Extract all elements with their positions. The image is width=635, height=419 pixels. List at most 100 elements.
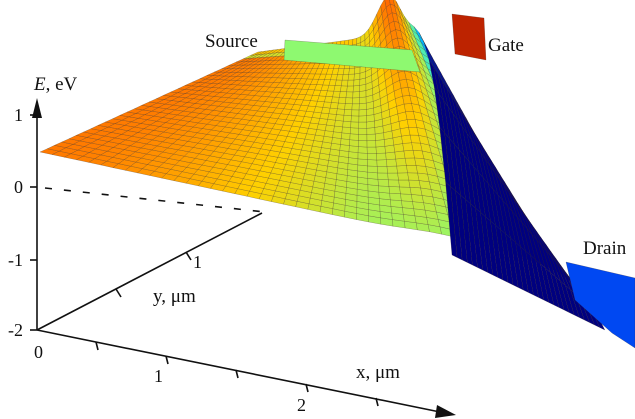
surface-facet-491 bbox=[403, 150, 415, 159]
surface-facet-349 bbox=[367, 171, 379, 180]
e-axis-arrowhead bbox=[32, 98, 42, 118]
surface-facet-303 bbox=[367, 178, 379, 186]
surface-facet-849 bbox=[322, 101, 332, 109]
surface-facet-444 bbox=[395, 158, 407, 167]
energy-surface bbox=[39, 0, 635, 349]
surface-facet-803 bbox=[321, 107, 331, 114]
surface-facet-944 bbox=[345, 91, 354, 99]
surface-facet-899 bbox=[352, 97, 360, 104]
surface-facet-942 bbox=[332, 91, 341, 98]
surface-facet-1365 bbox=[380, 0, 387, 15]
surface-facet-214 bbox=[400, 193, 413, 202]
surface-facet-307 bbox=[408, 179, 421, 189]
surface-facet-760 bbox=[343, 115, 352, 122]
e-tick-label-minus1: -1 bbox=[8, 250, 23, 270]
surface-facet-1366 bbox=[384, 0, 391, 8]
surface-facet-761 bbox=[350, 115, 360, 123]
x-tick-label-2: 2 bbox=[297, 395, 306, 415]
axes bbox=[30, 98, 456, 418]
surface-facet-350 bbox=[377, 172, 389, 180]
e-tick-label-1: 1 bbox=[14, 105, 23, 125]
x-axis-arrowhead bbox=[435, 405, 456, 418]
surface-facet-668 bbox=[341, 126, 351, 134]
surface-facet-990 bbox=[346, 85, 354, 93]
surface-facet-537 bbox=[402, 142, 414, 152]
drain-plate bbox=[565, 261, 635, 349]
surface-facet-716 bbox=[358, 121, 367, 129]
surface-facet-805 bbox=[336, 108, 345, 116]
surface-facet-711 bbox=[318, 118, 328, 126]
surface-facet-353 bbox=[407, 172, 420, 181]
surface-facet-851 bbox=[337, 102, 346, 110]
e-tick-label-0: 0 bbox=[14, 177, 23, 197]
surface-facet-762 bbox=[358, 115, 367, 123]
surface-facet-398 bbox=[396, 165, 408, 174]
surface-facet-1035 bbox=[341, 79, 349, 87]
surface-facet-261 bbox=[409, 187, 423, 196]
surface-facet-943 bbox=[339, 91, 347, 98]
surface-facet-717 bbox=[366, 120, 375, 129]
labels: E, eV 1 0 -1 -2 0 1 2 x, μm 1 y, μm Sour… bbox=[8, 31, 627, 415]
surface-facet-757 bbox=[319, 112, 330, 120]
surface-facet-533 bbox=[366, 146, 377, 154]
surface-facet-853 bbox=[351, 103, 360, 111]
surface-facet-806 bbox=[343, 109, 353, 116]
surface-facet-169 bbox=[412, 201, 426, 211]
y-axis-line bbox=[36, 212, 263, 331]
y-tick-1 bbox=[185, 251, 192, 261]
surface-facet-715 bbox=[350, 121, 359, 129]
surface-facet-1082 bbox=[347, 73, 355, 81]
surface-facet-713 bbox=[334, 120, 344, 128]
surface-facet-440 bbox=[357, 158, 368, 167]
surface-facet-212 bbox=[378, 192, 391, 200]
surface-facet-532 bbox=[357, 146, 368, 154]
surface-facet-714 bbox=[342, 120, 352, 128]
surface-facet-945 bbox=[352, 91, 360, 99]
surface-facet-1128 bbox=[348, 67, 355, 75]
surface-facet-397 bbox=[386, 165, 398, 174]
surface-facet-215 bbox=[411, 194, 424, 203]
y-tick-minor-a bbox=[115, 288, 122, 298]
surface-facet-577 bbox=[349, 139, 359, 147]
surface-facet-623 bbox=[349, 133, 359, 141]
surface-facet-578 bbox=[358, 140, 368, 148]
y-tick-label-1: 1 bbox=[193, 252, 202, 272]
x-tick-minor-b bbox=[235, 369, 239, 379]
x-tick-label-1: 1 bbox=[154, 366, 163, 386]
surface-facet-850 bbox=[329, 102, 339, 109]
surface-facet-258 bbox=[378, 185, 390, 194]
surface-facet-988 bbox=[333, 85, 342, 92]
surface-facet-394 bbox=[357, 164, 368, 173]
surface-facet-1081 bbox=[341, 74, 349, 81]
surface-facet-580 bbox=[375, 139, 386, 148]
surface-facet-808 bbox=[358, 109, 367, 117]
x-axis-line bbox=[36, 329, 441, 413]
surface-facet-305 bbox=[388, 179, 400, 188]
surface-facet-445 bbox=[404, 157, 417, 166]
surface-facet-667 bbox=[333, 125, 343, 133]
surface-facet-991 bbox=[352, 85, 360, 93]
surface-facet-304 bbox=[377, 179, 390, 187]
surface-facet-1358 bbox=[352, 37, 358, 46]
surface-facet-1036 bbox=[347, 79, 355, 87]
surface-facet-441 bbox=[367, 159, 378, 167]
surface-facet-898 bbox=[345, 97, 353, 104]
x-tick-label-0: 0 bbox=[34, 342, 43, 362]
surface-facet-895 bbox=[324, 96, 333, 103]
surface-facet-1379 bbox=[445, 181, 458, 258]
region-label-gate: Gate bbox=[488, 35, 524, 56]
source-terrace-wall bbox=[283, 39, 421, 73]
surface-facet-624 bbox=[358, 134, 368, 141]
surface-facet-487 bbox=[367, 153, 377, 161]
surface-facet-900 bbox=[359, 96, 367, 104]
surface-facet-671 bbox=[366, 127, 376, 135]
surface-facet-352 bbox=[397, 172, 410, 181]
surface-facet-669 bbox=[350, 127, 359, 135]
e-tick-label-minus2: -2 bbox=[8, 320, 23, 340]
surface-facet-583 bbox=[401, 134, 412, 144]
region-label-source: Source bbox=[205, 31, 258, 52]
surface-facet-579 bbox=[366, 140, 377, 148]
surface-facet-1034 bbox=[334, 79, 343, 86]
surface-facet-1129 bbox=[354, 66, 361, 75]
surface-facet-168 bbox=[401, 200, 414, 209]
